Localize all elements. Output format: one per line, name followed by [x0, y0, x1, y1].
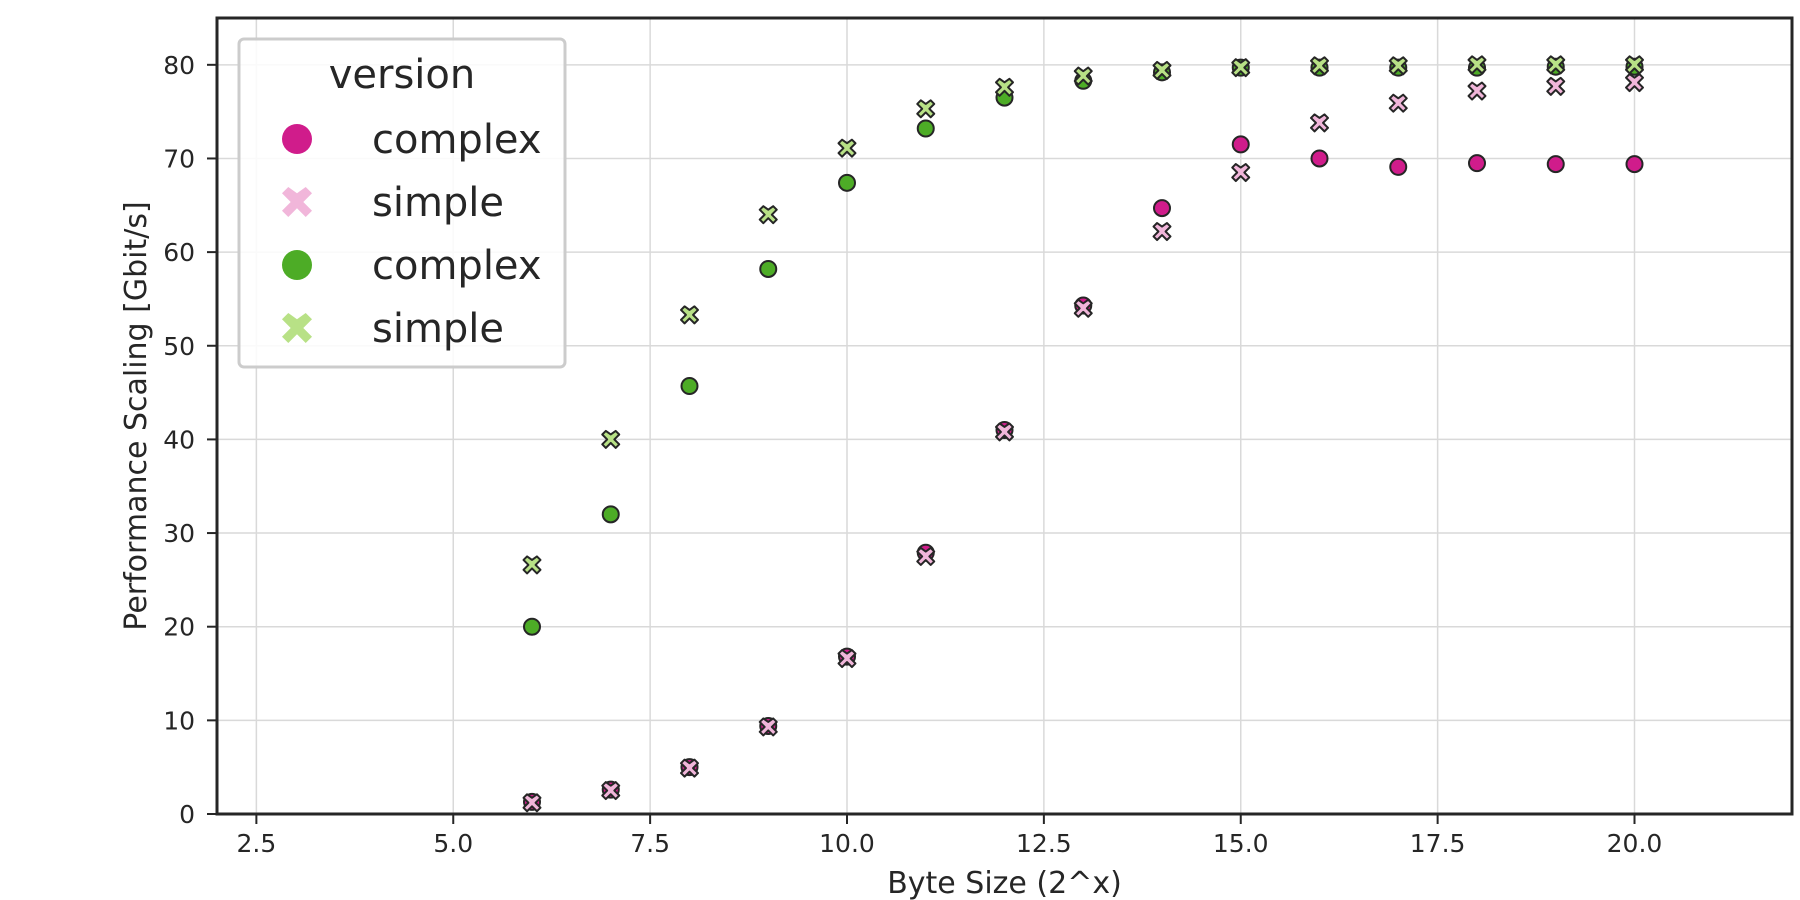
- x-tick-label: 20.0: [1607, 829, 1663, 858]
- data-point-simple-1: [916, 546, 936, 566]
- data-point-simple-1: [1546, 76, 1566, 96]
- data-points: [522, 55, 1644, 813]
- data-point-simple-1: [1388, 93, 1408, 113]
- x-tick-label: 2.5: [236, 829, 276, 858]
- data-point-complex-0: [1546, 155, 1565, 174]
- legend-marker: [282, 250, 312, 280]
- data-point-simple-3: [601, 429, 621, 449]
- data-point-complex-0: [1231, 135, 1250, 154]
- x-tick-label: 17.5: [1410, 829, 1466, 858]
- x-tick-label: 12.5: [1016, 829, 1072, 858]
- data-point-simple-1: [1073, 298, 1093, 318]
- legend-marker: [282, 124, 312, 154]
- data-point-complex-2: [759, 259, 778, 278]
- x-tick-label: 5.0: [433, 829, 473, 858]
- data-point-complex-2: [838, 173, 856, 192]
- x-axis-label: Byte Size (2^x): [887, 866, 1122, 900]
- data-point-simple-3: [1073, 66, 1093, 86]
- data-point-complex-2: [680, 377, 699, 396]
- data-point-complex-0: [1153, 199, 1171, 218]
- y-tick-label: 0: [179, 800, 195, 829]
- legend-marker: [282, 313, 312, 343]
- data-point-simple-3: [916, 99, 936, 119]
- data-point-simple-3: [1467, 55, 1487, 75]
- data-point-simple-3: [995, 77, 1014, 97]
- data-point-simple-3: [1388, 56, 1408, 76]
- axis-ticks: 2.5 5.0 7.5 10.0 12.5 15.0 17.5 20.0 0 10 20 30 40 50…: [163, 51, 1662, 858]
- x-tick-label: 10.0: [819, 829, 875, 858]
- data-point-simple-1: [1310, 113, 1329, 133]
- legend: version complex simple complex simple: [237, 37, 567, 369]
- y-tick-label: 60: [163, 238, 195, 267]
- data-point-simple-3: [837, 138, 857, 158]
- data-point-simple-3: [1152, 60, 1172, 80]
- legend-label: simple: [372, 306, 504, 352]
- data-point-complex-0: [1625, 155, 1644, 174]
- data-point-simple-1: [1231, 163, 1251, 183]
- legend-label: complex: [372, 117, 542, 163]
- legend-box: [237, 37, 567, 369]
- legend-marker: [282, 187, 312, 217]
- data-point-simple-1: [1467, 81, 1487, 101]
- data-point-complex-0: [1310, 149, 1329, 168]
- data-point-simple-3: [1625, 55, 1644, 75]
- data-point-simple-1: [1152, 222, 1172, 242]
- y-tick-label: 80: [163, 51, 195, 80]
- legend-label: simple: [372, 180, 504, 226]
- y-tick-label: 10: [163, 706, 195, 735]
- y-tick-label: 20: [163, 613, 195, 642]
- data-point-simple-3: [758, 205, 778, 225]
- legend-title: version: [329, 52, 476, 98]
- data-point-simple-1: [1625, 73, 1644, 93]
- y-tick-label: 70: [163, 144, 195, 173]
- data-point-simple-3: [1546, 55, 1566, 75]
- y-axis-label: Performance Scaling [Gbit/s]: [119, 201, 154, 630]
- x-tick-label: 15.0: [1213, 829, 1269, 858]
- y-tick-label: 40: [163, 425, 195, 454]
- data-point-complex-2: [601, 505, 620, 524]
- data-point-simple-3: [1231, 58, 1251, 78]
- data-point-simple-1: [680, 758, 699, 778]
- plot-frame: [215, 16, 1794, 816]
- data-point-simple-1: [837, 649, 857, 669]
- data-point-complex-2: [916, 119, 935, 138]
- x-tick-label: 7.5: [630, 829, 670, 858]
- data-point-simple-1: [995, 422, 1014, 442]
- data-point-simple-3: [680, 305, 699, 325]
- y-tick-label: 50: [163, 332, 195, 361]
- data-point-simple-3: [522, 555, 542, 575]
- data-point-simple-1: [601, 781, 621, 801]
- legend-items: complex simple complex simple: [282, 117, 542, 352]
- data-point-complex-0: [1468, 154, 1486, 173]
- data-point-complex-2: [523, 617, 541, 636]
- y-tick-label: 30: [163, 519, 195, 548]
- data-point-simple-1: [522, 793, 542, 813]
- data-point-complex-0: [1389, 157, 1408, 176]
- data-point-simple-1: [758, 717, 778, 737]
- legend-label: complex: [372, 243, 542, 289]
- data-point-simple-3: [1310, 56, 1329, 76]
